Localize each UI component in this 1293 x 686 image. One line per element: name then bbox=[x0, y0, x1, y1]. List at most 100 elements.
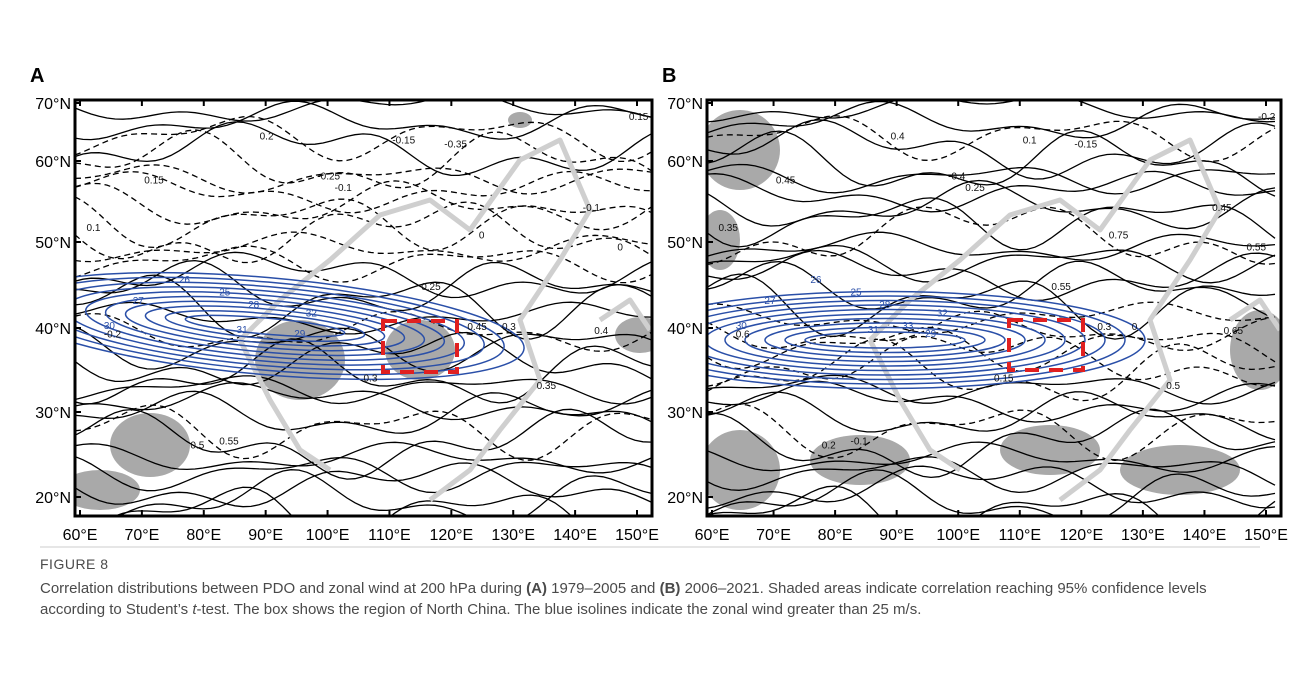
map-content: 0.20.150.1-0.1-0.15-0.25-0.3500.250.30.3… bbox=[2, 94, 665, 549]
lon-tick-label: 60°E bbox=[695, 527, 730, 544]
lat-tick-label: 60°N bbox=[35, 154, 71, 171]
lon-tick-label: 120°E bbox=[429, 527, 473, 544]
contour-label: 0.3 bbox=[364, 373, 378, 384]
contour-label: -0.35 bbox=[444, 140, 467, 151]
caption: FIGURE 8 Correlation distributions betwe… bbox=[40, 556, 1260, 620]
contour-label: 0.25 bbox=[965, 183, 985, 194]
contour-label: -0.2 bbox=[1258, 112, 1276, 123]
correlation-contour bbox=[707, 181, 1275, 229]
lon-tick-label: 70°E bbox=[756, 527, 791, 544]
contour-label: -0.15 bbox=[1074, 140, 1097, 151]
caption-segment: -test. The box shows the region of North… bbox=[197, 601, 922, 618]
lon-tick-label: 130°E bbox=[491, 527, 535, 544]
lat-tick-label: 20°N bbox=[35, 490, 71, 507]
panel-label: B bbox=[662, 65, 676, 87]
contour-label: 0.55 bbox=[1247, 243, 1267, 254]
contour-label: 0.25 bbox=[421, 282, 441, 293]
contour-label: 0.3 bbox=[1097, 322, 1111, 333]
contour-label: 0 bbox=[1132, 322, 1138, 333]
map-content: 0.40.450.350.250.1-0.4-0.150.750.5500.50… bbox=[625, 96, 1290, 548]
significant-area bbox=[60, 470, 140, 510]
lat-tick-label: 60°N bbox=[667, 154, 703, 171]
correlation-contour bbox=[75, 94, 651, 122]
contour-label: 0.45 bbox=[776, 175, 796, 186]
contour-label: -0.1 bbox=[851, 437, 869, 448]
contour-label: 0.3 bbox=[502, 322, 516, 333]
wind-label: 27 bbox=[133, 296, 145, 307]
correlation-contour bbox=[707, 381, 1275, 422]
caption-segment: 1979–2005 and bbox=[547, 580, 660, 597]
contour-label: -0.1 bbox=[583, 203, 601, 214]
contour-label: -0.15 bbox=[392, 136, 415, 147]
lon-tick-label: 150°E bbox=[1244, 527, 1288, 544]
wind-label: 29 bbox=[925, 329, 937, 340]
lon-tick-label: 60°E bbox=[63, 527, 98, 544]
lon-tick-label: 110°E bbox=[998, 527, 1041, 544]
lat-tick-label: 20°N bbox=[667, 490, 703, 507]
contour-label: 0.65 bbox=[1224, 326, 1244, 337]
page: {"panels": [ {"label": "A", "lat_ticks":… bbox=[0, 0, 1293, 686]
lon-tick-label: 100°E bbox=[936, 527, 980, 544]
wind-label: 27 bbox=[764, 296, 776, 307]
lat-tick-label: 70°N bbox=[35, 96, 71, 113]
wind-label: 30 bbox=[736, 321, 748, 332]
contour-label: 0.2 bbox=[822, 441, 836, 452]
wind-label: 28 bbox=[248, 300, 260, 311]
contour-label: 0.15 bbox=[994, 373, 1014, 384]
contour-label: 0 bbox=[479, 231, 485, 242]
lon-tick-label: 90°E bbox=[879, 527, 914, 544]
lon-tick-label: 140°E bbox=[553, 527, 597, 544]
contour-label: 0.45 bbox=[1212, 203, 1232, 214]
contour-label: -0.1 bbox=[335, 183, 353, 194]
panel-label: A bbox=[30, 65, 44, 87]
contour-label: 0.55 bbox=[1051, 282, 1071, 293]
lat-tick-label: 40°N bbox=[35, 321, 71, 338]
lon-tick-label: 110°E bbox=[368, 527, 411, 544]
contour-label: 0.5 bbox=[1166, 381, 1180, 392]
caption-segment: Correlation distributions between PDO an… bbox=[40, 580, 526, 597]
lon-tick-label: 140°E bbox=[1183, 527, 1227, 544]
lon-tick-label: 80°E bbox=[186, 527, 221, 544]
wind-label: 29 bbox=[294, 329, 306, 340]
contour-label: 0.4 bbox=[891, 132, 905, 143]
lat-tick-label: 50°N bbox=[667, 235, 703, 252]
significant-area bbox=[1120, 445, 1240, 495]
contour-label: 0.55 bbox=[219, 437, 239, 448]
wind-label: 31 bbox=[868, 325, 880, 336]
lon-tick-label: 100°E bbox=[306, 527, 350, 544]
wind-label: 25 bbox=[219, 288, 231, 299]
contour-label: 0.5 bbox=[190, 441, 204, 452]
contour-label: 0.15 bbox=[144, 175, 164, 186]
wind-label: 33 bbox=[902, 321, 914, 332]
contour-label: 0.35 bbox=[537, 381, 557, 392]
wind-label: 32 bbox=[306, 308, 318, 319]
contour-label: 0.4 bbox=[594, 326, 608, 337]
lat-tick-label: 50°N bbox=[35, 235, 71, 252]
lon-tick-label: 150°E bbox=[615, 527, 659, 544]
lon-tick-label: 130°E bbox=[1121, 527, 1165, 544]
lat-tick-label: 70°N bbox=[667, 96, 703, 113]
lon-tick-label: 80°E bbox=[818, 527, 853, 544]
correlation-contour bbox=[707, 198, 1275, 250]
caption-segment: (B) bbox=[660, 580, 681, 597]
map-panel: 0.40.450.350.250.1-0.4-0.150.750.5500.50… bbox=[625, 65, 1290, 548]
caption-title: FIGURE 8 bbox=[40, 556, 1260, 572]
contour-label: 0.1 bbox=[1023, 136, 1037, 147]
contour-label: -0.4 bbox=[948, 171, 966, 182]
contour-label: 0.1 bbox=[87, 223, 101, 234]
lon-tick-label: 90°E bbox=[248, 527, 283, 544]
lon-tick-label: 70°E bbox=[124, 527, 159, 544]
lon-tick-label: 120°E bbox=[1059, 527, 1103, 544]
lat-tick-label: 30°N bbox=[35, 405, 71, 422]
caption-text: Correlation distributions between PDO an… bbox=[40, 578, 1260, 620]
correlation-contour bbox=[75, 252, 651, 297]
contour-label: 0.15 bbox=[629, 112, 649, 123]
lat-tick-label: 40°N bbox=[667, 321, 703, 338]
wind-label: 30 bbox=[104, 321, 116, 332]
wind-label: 26 bbox=[810, 275, 822, 286]
correlation-contour bbox=[707, 392, 1275, 440]
contour-label: -0.25 bbox=[317, 171, 340, 182]
wind-label: 26 bbox=[179, 275, 191, 286]
wind-label: 32 bbox=[937, 308, 949, 319]
map-panel: 0.20.150.1-0.1-0.15-0.25-0.3500.250.30.3… bbox=[2, 65, 665, 548]
